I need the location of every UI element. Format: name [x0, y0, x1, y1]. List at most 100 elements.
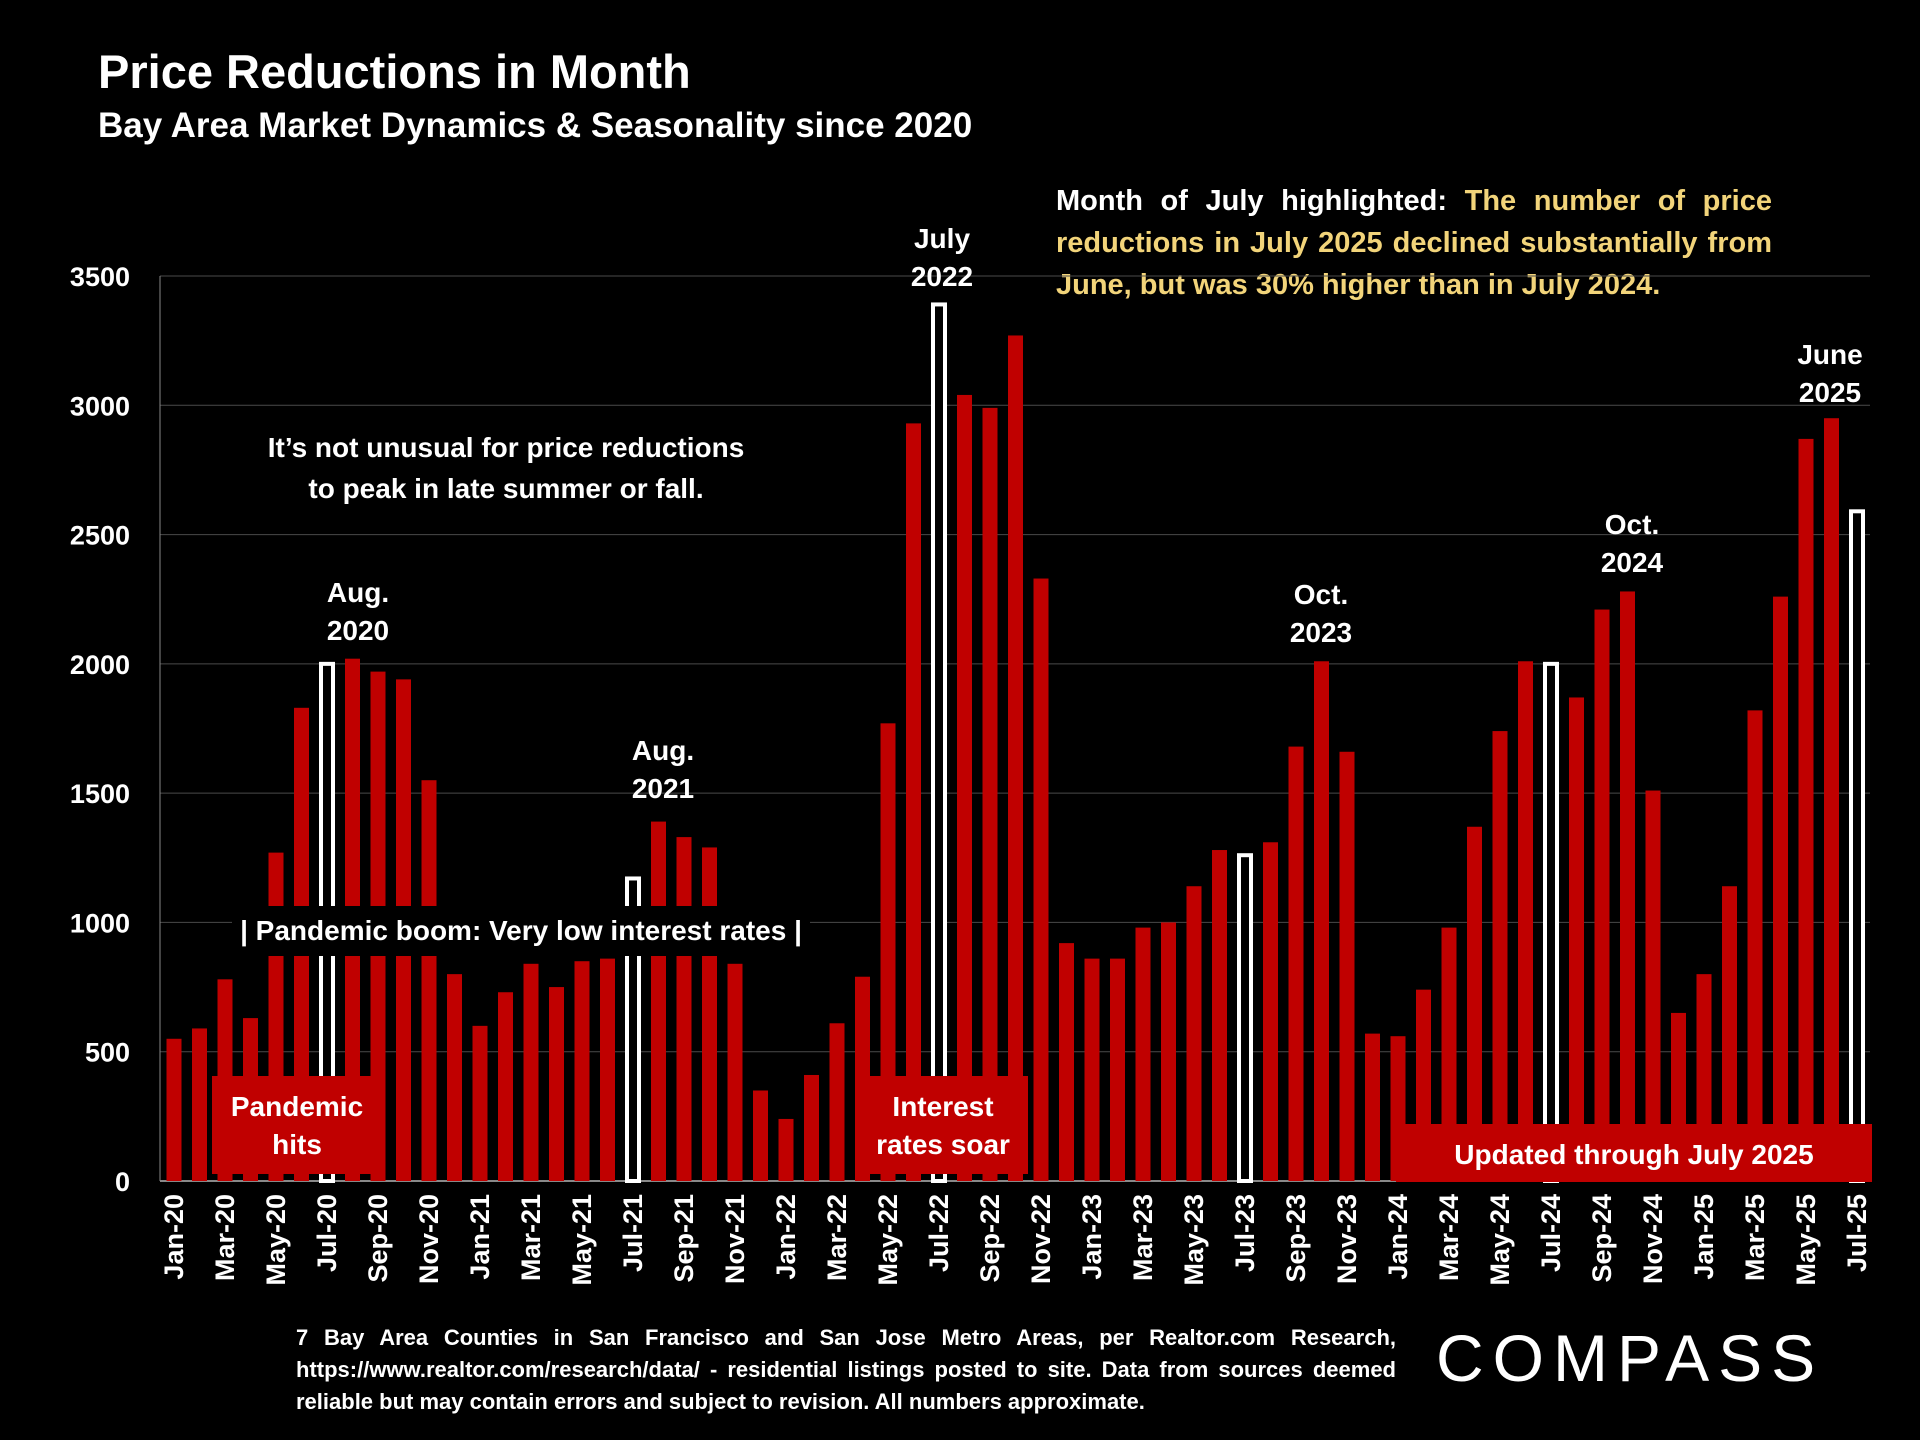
x-tick-label: Jan-23 — [1077, 1194, 1107, 1280]
bar-sep-21 — [676, 837, 692, 1181]
bar-highlighted-jul-25 — [1849, 509, 1865, 1183]
x-tick-label: Mar-23 — [1128, 1194, 1158, 1281]
y-tick-label: 500 — [85, 1038, 130, 1068]
updated-box — [1396, 1124, 1872, 1182]
bar-sep-22 — [982, 407, 998, 1181]
x-axis-ticks: Jan-20 Mar-20 May-20 Jul-20 Sep-20 Nov-20 Jan-… — [159, 1194, 1872, 1286]
x-tick-label: Jul-21 — [618, 1194, 648, 1272]
jul-2022-label-1: July — [914, 223, 970, 254]
pandemic-hits-box — [212, 1076, 382, 1174]
oct-2023-label-1: Oct. — [1294, 579, 1348, 610]
x-tick-label: Mar-21 — [516, 1194, 546, 1281]
aug-2020-label-2: 2020 — [327, 615, 389, 646]
x-tick-label: May-22 — [873, 1194, 903, 1286]
bar-feb-22 — [804, 1074, 819, 1181]
x-tick-label: Nov-23 — [1332, 1194, 1362, 1284]
x-tick-label: Mar-24 — [1434, 1194, 1464, 1281]
bar-oct-24 — [1620, 591, 1635, 1181]
jun-2025-label-2: 2025 — [1799, 377, 1861, 408]
x-tick-label: Jan-20 — [159, 1194, 189, 1280]
bar-jun-25 — [1824, 418, 1839, 1181]
bar-sep-24 — [1594, 609, 1610, 1181]
bar-may-22 — [880, 723, 896, 1181]
bar-feb-20 — [192, 1028, 207, 1181]
bar-nov-20 — [421, 780, 437, 1181]
aug-2020-label-1: Aug. — [327, 577, 389, 608]
bar-nov-23 — [1339, 751, 1355, 1181]
jun-2025-label-1: June — [1797, 339, 1862, 370]
bars — [166, 302, 1865, 1183]
note-lead: Month of July highlighted: — [1056, 185, 1448, 217]
chart-title: Price Reductions in Month — [98, 45, 691, 98]
pandemic-boom-box — [232, 906, 810, 956]
bar-nov-21 — [727, 963, 743, 1181]
bar-oct-21 — [702, 847, 717, 1181]
bar-nov-24 — [1645, 790, 1661, 1181]
x-tick-label: Mar-25 — [1740, 1194, 1770, 1281]
pandemic-hits-label-1: Pandemic — [231, 1091, 363, 1122]
bar-may-21 — [574, 961, 590, 1181]
rates-soar-box — [858, 1076, 1028, 1174]
y-axis-ticks: 0 500 1000 1500 2000 2500 3000 3500 — [70, 262, 130, 1197]
x-tick-label: Jul-23 — [1230, 1194, 1260, 1272]
source-note: 7 Bay Area Counties in San Francisco and… — [296, 1325, 1396, 1414]
bar-nov-22 — [1033, 578, 1049, 1181]
bar-dec-22 — [1059, 943, 1074, 1181]
x-tick-label: Jul-22 — [924, 1194, 954, 1272]
bar-highlighted-jul-23 — [1237, 853, 1253, 1183]
x-tick-label: Jan-21 — [465, 1194, 495, 1280]
x-tick-label: Sep-24 — [1587, 1194, 1617, 1283]
bar-feb-25 — [1722, 886, 1737, 1181]
rates-soar-label-2: rates soar — [876, 1129, 1010, 1160]
y-tick-label: 1000 — [70, 908, 130, 938]
x-tick-label: Mar-22 — [822, 1194, 852, 1281]
bar-jun-22 — [906, 423, 921, 1181]
bar-mar-23 — [1135, 927, 1151, 1181]
x-tick-label: Jan-22 — [771, 1194, 801, 1280]
x-tick-label: Mar-20 — [210, 1194, 240, 1281]
bar-apr-25 — [1773, 596, 1788, 1181]
x-tick-label: Nov-21 — [720, 1194, 750, 1284]
summer-peak-line-1: It’s not unusual for price reductions — [268, 432, 745, 463]
bar-apr-24 — [1467, 826, 1482, 1181]
updated-label: Updated through July 2025 — [1454, 1139, 1813, 1170]
x-tick-label: Nov-20 — [414, 1194, 444, 1284]
bar-jun-23 — [1212, 850, 1227, 1181]
x-tick-label: Sep-20 — [363, 1194, 393, 1283]
bar-aug-23 — [1263, 842, 1278, 1181]
bar-jan-21 — [472, 1025, 488, 1181]
x-tick-label: Sep-22 — [975, 1194, 1005, 1283]
oct-2024-label-2: 2024 — [1601, 547, 1664, 578]
bar-mar-22 — [829, 1023, 845, 1181]
y-tick-label: 2500 — [70, 521, 130, 551]
y-tick-label: 3500 — [70, 262, 130, 292]
compass-logo: COMPASS — [1436, 1321, 1825, 1395]
bar-may-24 — [1492, 731, 1508, 1181]
x-tick-label: Jul-25 — [1842, 1194, 1872, 1272]
aug-2021-label-1: Aug. — [632, 735, 694, 766]
x-tick-label: May-20 — [261, 1194, 291, 1286]
bar-aug-22 — [957, 394, 972, 1181]
bar-dec-20 — [447, 974, 462, 1181]
x-tick-label: Nov-22 — [1026, 1194, 1056, 1284]
bar-dec-21 — [753, 1090, 768, 1181]
jul-2022-label-2: 2022 — [911, 261, 973, 292]
bar-jan-22 — [778, 1118, 794, 1181]
bar-may-25 — [1798, 438, 1814, 1181]
bar-jan-23 — [1084, 958, 1100, 1181]
oct-2023-label-2: 2023 — [1290, 617, 1352, 648]
bar-jun-24 — [1518, 661, 1533, 1181]
annotations: It’s not unusual for price reductions to… — [212, 223, 1872, 1182]
bar-feb-21 — [498, 992, 513, 1181]
pandemic-hits-label-2: hits — [272, 1129, 322, 1160]
bar-apr-21 — [549, 987, 564, 1181]
summer-peak-line-2: to peak in late summer or fall. — [308, 473, 703, 504]
bar-oct-23 — [1314, 661, 1329, 1181]
bar-highlighted-jul-22 — [931, 302, 947, 1183]
x-tick-label: Sep-21 — [669, 1194, 699, 1283]
bar-aug-24 — [1569, 697, 1584, 1181]
x-tick-label: Nov-24 — [1638, 1194, 1668, 1284]
x-tick-label: Jan-25 — [1689, 1194, 1719, 1280]
y-tick-label: 0 — [115, 1167, 130, 1197]
